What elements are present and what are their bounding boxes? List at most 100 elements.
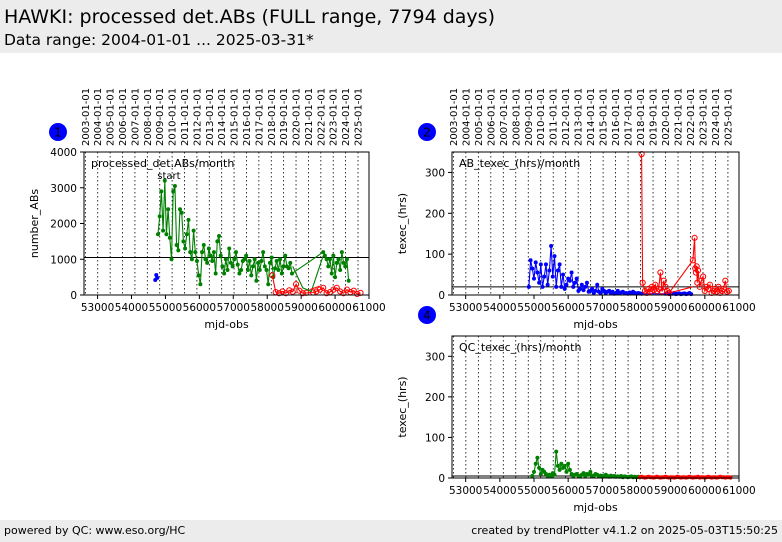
chart-2-series-0-point <box>689 292 694 297</box>
chart-1-series-1-point <box>230 264 235 269</box>
chart-1-series-1-point <box>286 266 291 271</box>
chart-2-plot-area <box>452 152 739 295</box>
chart-1-series-1-point <box>281 264 286 269</box>
chart-4-series-0-point <box>557 467 562 472</box>
chart-1-date-tick-label: 2016-01-01 <box>242 88 253 146</box>
chart-1-series-2-point <box>350 287 357 294</box>
footer-credit: powered by QC: www.eso.org/HC <box>4 524 186 537</box>
chart-1-series-1-point <box>210 259 215 264</box>
chart-2-series-0-point <box>578 286 583 291</box>
chart-4-xlabel: mjd-obs <box>573 501 618 514</box>
chart-1-date-tick-label: 2007-01-01 <box>130 88 141 146</box>
chart-1-series-1-point <box>327 257 332 262</box>
chart-1-date-tick-label: 2012-01-01 <box>192 88 203 146</box>
chart-2-xtick-label: 60000 <box>688 302 721 314</box>
chart-1-series-1-point <box>249 273 254 278</box>
chart-4-series-0-point <box>554 449 559 454</box>
chart-4-xtick-label: 54000 <box>483 485 516 497</box>
chart-2-series-1-point <box>652 281 659 288</box>
chart-1-series-1-point <box>191 228 196 233</box>
chart-2-date-tick-label: 2023-01-01 <box>698 88 709 146</box>
chart-1-series-1-point <box>215 239 220 244</box>
chart-1-series-2-point <box>323 290 330 297</box>
chart-1-series-4-line <box>309 285 320 291</box>
chart-2-xlabel: mjd-obs <box>573 318 618 331</box>
chart-2-date-tick-label: 2014-01-01 <box>586 88 597 146</box>
chart-2-series-1-point <box>638 150 645 158</box>
chart-2-ytick-label: 200 <box>425 208 445 220</box>
chart-2-series-1-point <box>700 273 707 280</box>
chart-1-series-1-point <box>341 260 346 265</box>
chart-2-series-0-point <box>545 282 550 287</box>
chart-2-series-0-point <box>574 276 579 281</box>
chart-2-series-0-point <box>540 284 545 289</box>
chart-1-xtick-label: 59000 <box>284 302 317 314</box>
chart-4-xtick-label: 57000 <box>586 485 619 497</box>
chart-1-series-1-point <box>211 250 216 255</box>
chart-4-xtick-label: 58000 <box>620 485 653 497</box>
chart-1-series-1-point <box>269 255 274 260</box>
chart-2-series-1-point <box>689 257 696 264</box>
chart-4-ytick-label: 0 <box>438 473 445 485</box>
chart-1-xtick-label: 57000 <box>217 302 250 314</box>
chart-2-series-0-point <box>543 262 548 267</box>
chart-1-series-1-point <box>234 250 238 255</box>
chart-1-series-1-point <box>157 214 162 219</box>
chart-4-plot-area <box>452 336 739 478</box>
chart-1: 53000 54000 55000 56000 57000 58000 59000 60000… <box>28 88 386 331</box>
chart-1-series-2-point <box>275 290 283 297</box>
chart-2-series-0-point <box>538 262 543 267</box>
chart-1-date-tick-label: 2013-01-01 <box>205 88 216 146</box>
chart-1-series-1-point <box>186 217 191 222</box>
chart-2-series-0-point <box>593 288 598 293</box>
chart-4-series-0-point <box>530 473 535 478</box>
chart-1-series-1-point <box>174 242 179 247</box>
chart-2-date-tick-label: 2024-01-01 <box>711 88 722 146</box>
chart-2-series-0-point <box>542 274 547 279</box>
chart-1-series-1-point <box>235 262 240 267</box>
chart-1-date-tick-label: 2018-01-01 <box>267 88 278 146</box>
chart-1-series-2-point <box>313 288 320 295</box>
chart-1-series-2-point <box>269 272 276 279</box>
chart-1-series-1-point <box>189 257 194 262</box>
chart-2-date-tick-label: 2009-01-01 <box>524 88 535 146</box>
chart-2-series-1-point <box>722 277 729 284</box>
chart-4-series-0-point <box>562 463 567 468</box>
chart-2-series-1-point <box>696 283 703 290</box>
chart-1-ytick-label: 1000 <box>50 254 77 266</box>
chart-4-series-0-point <box>566 461 571 466</box>
chart-1-series-1-point <box>176 248 181 253</box>
chart-1-date-tick-label: 2023-01-01 <box>329 88 340 146</box>
chart-1-series-1-point <box>278 257 283 262</box>
chart-2-series-1-point <box>715 283 722 290</box>
chart-2-date-tick-label: 2022-01-01 <box>686 88 697 146</box>
chart-2-date-tick-label: 2011-01-01 <box>549 88 560 146</box>
chart-1-series-1-point <box>329 271 334 276</box>
chart-1-xtick-label: 53000 <box>81 302 114 314</box>
chart-2-series-0-point <box>571 284 576 289</box>
chart-1-date-tick-label: 2020-01-01 <box>292 88 303 146</box>
chart-4-xtick-label: 53000 <box>449 485 482 497</box>
chart-4-xtick-label: 60000 <box>688 485 721 497</box>
chart-2-date-tick-label: 2021-01-01 <box>674 88 685 146</box>
chart-1-series-1-point <box>256 260 261 265</box>
chart-1-series-1-point <box>217 234 222 239</box>
chart-4-frame <box>451 335 740 479</box>
chart-2-xtick-label: 56000 <box>551 302 584 314</box>
chart-1-series-1-point <box>213 271 218 276</box>
chart-2-badge-label: 2 <box>423 126 431 140</box>
chart-1-series-1-point <box>266 282 271 287</box>
chart-1-series-1-point <box>245 267 250 272</box>
chart-2: 53000 54000 55000 56000 57000 58000 59000 60000… <box>396 88 756 331</box>
chart-1-series-1-point <box>343 264 348 269</box>
chart-1-series-1-point <box>279 271 284 276</box>
chart-1-series-1-point <box>237 271 242 276</box>
chart-1-date-tick-label: 2022-01-01 <box>316 88 327 146</box>
page-subtitle: Data range: 2004-01-01 ... 2025-03-31* <box>4 31 314 49</box>
chart-2-frame <box>451 151 740 296</box>
chart-2-series-1-point <box>692 269 700 276</box>
chart-1-series-1-point <box>184 232 189 237</box>
chart-1-series-1-point <box>274 259 279 264</box>
chart-2-series-1-point <box>694 267 702 274</box>
chart-2-series-0-point <box>590 286 595 291</box>
